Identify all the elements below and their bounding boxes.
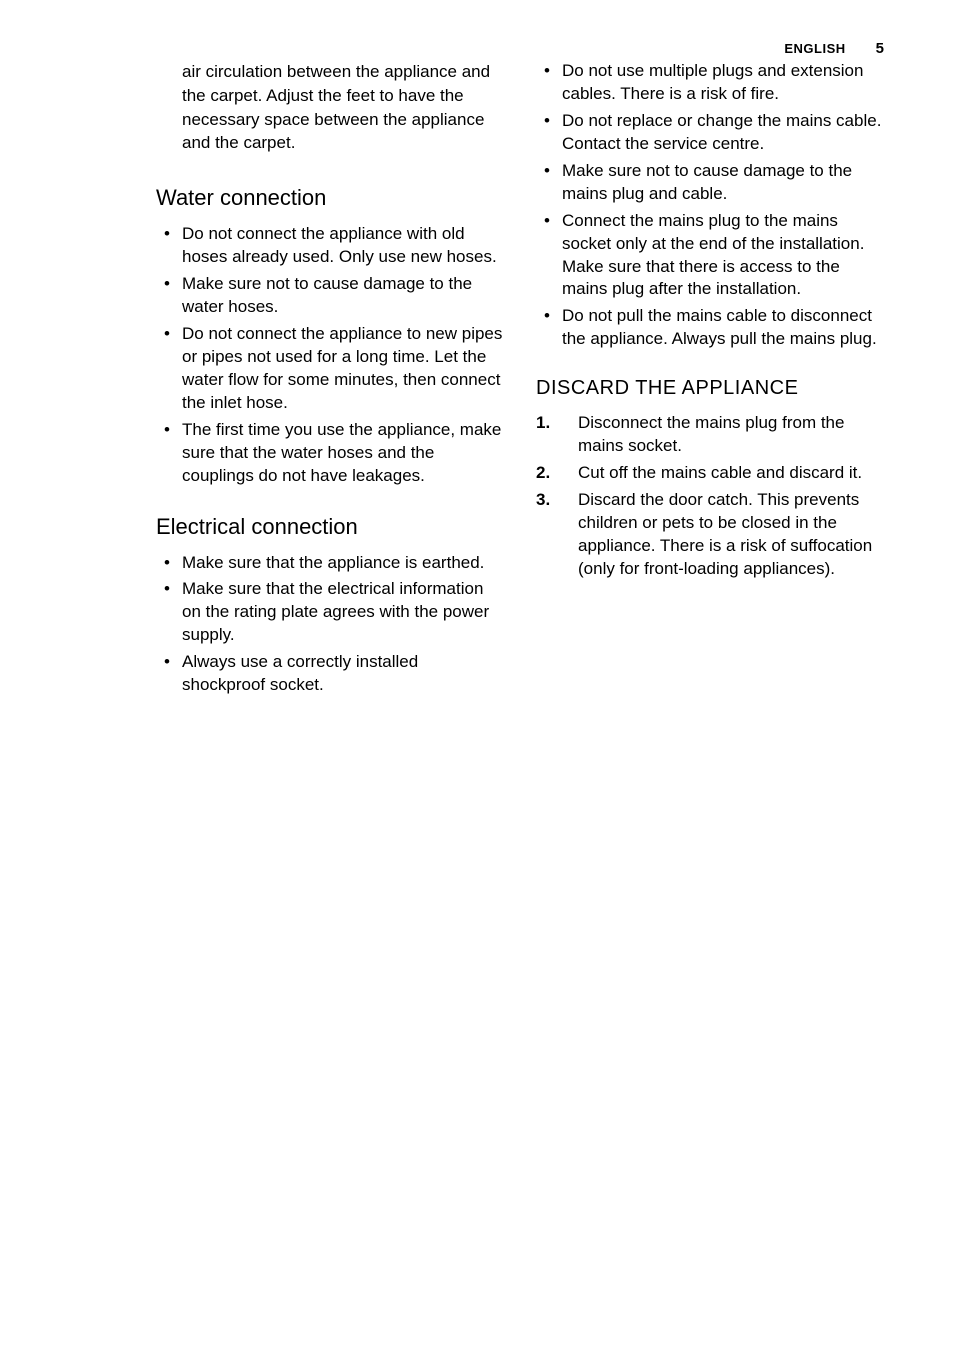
page-number: 5	[876, 40, 884, 57]
list-item: Disconnect the mains plug from the mains…	[536, 412, 884, 458]
list-item: Always use a correctly installed shockpr…	[156, 651, 504, 697]
list-item: Do not use multiple plugs and extension …	[536, 60, 884, 106]
list-item: Do not replace or change the mains cable…	[536, 110, 884, 156]
content-area: air circulation between the appliance an…	[156, 60, 884, 701]
list-item: Make sure not to cause damage to the wat…	[156, 273, 504, 319]
list-item: Make sure that the electrical informatio…	[156, 578, 504, 647]
list-item: Make sure that the appliance is earthed.	[156, 552, 504, 575]
left-column: air circulation between the appliance an…	[156, 60, 504, 701]
list-item: Do not connect the appliance with old ho…	[156, 223, 504, 269]
list-item: Connect the mains plug to the mains sock…	[536, 210, 884, 302]
right-column: Do not use multiple plugs and extension …	[536, 60, 884, 701]
list-item: Do not pull the mains cable to disconnec…	[536, 305, 884, 351]
list-item: The first time you use the appliance, ma…	[156, 419, 504, 488]
list-item: Do not connect the appliance to new pipe…	[156, 323, 504, 415]
language-label: ENGLISH	[784, 41, 845, 56]
electrical-connection-list: Make sure that the appliance is earthed.…	[156, 552, 504, 702]
list-item: Discard the door catch. This prevents ch…	[536, 489, 884, 581]
intro-continuation: air circulation between the appliance an…	[156, 60, 504, 155]
list-item: Make sure not to cause damage to the mai…	[536, 160, 884, 206]
water-connection-list: Do not connect the appliance with old ho…	[156, 223, 504, 491]
page-header: ENGLISH 5	[784, 40, 884, 57]
list-item: Cut off the mains cable and discard it.	[536, 462, 884, 485]
discard-appliance-list: Disconnect the mains plug from the mains…	[536, 412, 884, 585]
water-connection-heading: Water connection	[156, 185, 504, 211]
electrical-connection-heading: Electrical connection	[156, 514, 504, 540]
electrical-continuation-list: Do not use multiple plugs and extension …	[536, 60, 884, 355]
discard-appliance-heading: DISCARD THE APPLIANCE	[536, 377, 884, 400]
